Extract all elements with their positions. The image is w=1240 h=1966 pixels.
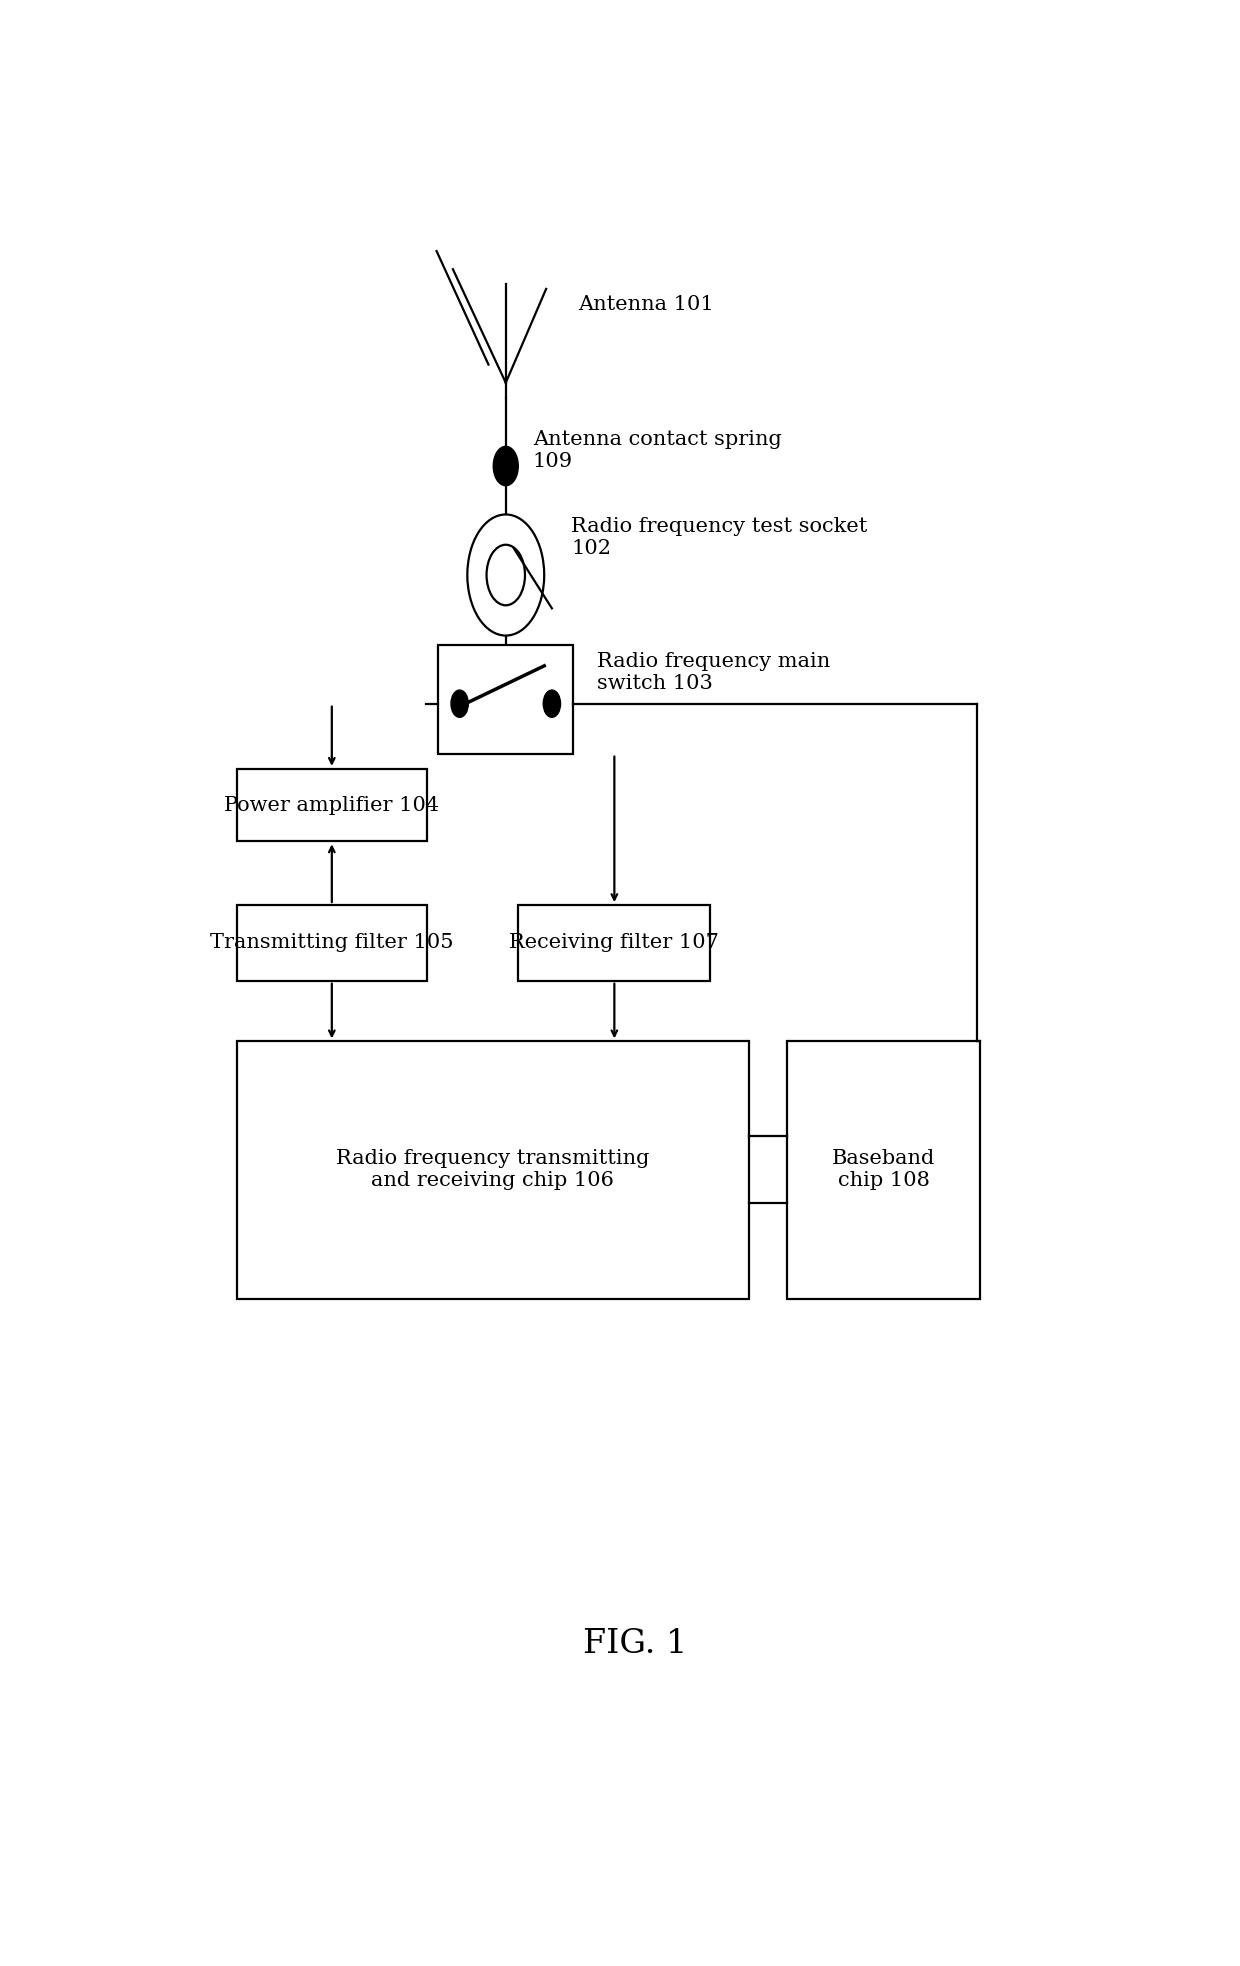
Text: FIG. 1: FIG. 1 — [583, 1628, 688, 1659]
Circle shape — [543, 690, 560, 718]
Bar — [439, 645, 573, 753]
Text: Radio frequency test socket
102: Radio frequency test socket 102 — [572, 517, 868, 558]
Bar — [787, 1042, 980, 1300]
Text: Antenna 101: Antenna 101 — [578, 295, 713, 313]
Text: Radio frequency main
switch 103: Radio frequency main switch 103 — [596, 653, 831, 694]
Circle shape — [451, 690, 469, 718]
Text: Radio frequency transmitting
and receiving chip 106: Radio frequency transmitting and receivi… — [336, 1150, 650, 1191]
Text: Antenna contact spring
109: Antenna contact spring 109 — [533, 431, 781, 472]
Text: Baseband
chip 108: Baseband chip 108 — [832, 1150, 935, 1191]
Bar — [237, 904, 427, 981]
Text: Power amplifier 104: Power amplifier 104 — [224, 796, 439, 814]
Bar — [518, 904, 711, 981]
Text: Receiving filter 107: Receiving filter 107 — [510, 934, 719, 952]
Bar — [237, 1042, 749, 1300]
Bar — [237, 769, 427, 841]
Circle shape — [494, 446, 518, 486]
Text: Transmitting filter 105: Transmitting filter 105 — [210, 934, 454, 952]
